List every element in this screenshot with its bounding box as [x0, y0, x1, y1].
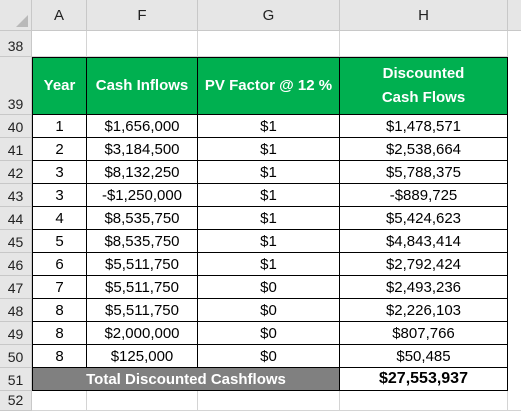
pv-factor-cell[interactable]: $1	[198, 230, 340, 253]
row-header-44[interactable]: 44	[0, 207, 32, 230]
select-all-triangle-icon	[16, 15, 28, 27]
select-all-corner[interactable]	[0, 0, 32, 31]
header-cash-inflows[interactable]: Cash Inflows	[87, 57, 198, 115]
pv-factor-cell[interactable]: $1	[198, 161, 340, 184]
column-header-g[interactable]: G	[198, 0, 340, 31]
empty-cell[interactable]	[87, 31, 198, 57]
row-header-49[interactable]: 49	[0, 322, 32, 345]
year-cell[interactable]: 8	[32, 299, 87, 322]
empty-column-strip[interactable]	[508, 31, 521, 411]
row-header-39[interactable]: 39	[0, 57, 32, 115]
row-header-48[interactable]: 48	[0, 299, 32, 322]
pv-factor-cell[interactable]: $0	[198, 299, 340, 322]
row-header-42[interactable]: 42	[0, 161, 32, 184]
empty-cell[interactable]	[340, 31, 508, 57]
cash-inflow-cell[interactable]: $1,656,000	[87, 115, 198, 138]
year-cell[interactable]: 8	[32, 322, 87, 345]
pv-factor-cell[interactable]: $0	[198, 345, 340, 368]
row-header-43[interactable]: 43	[0, 184, 32, 207]
year-cell[interactable]: 8	[32, 345, 87, 368]
total-value[interactable]: $27,553,937	[340, 368, 508, 391]
row-header-41[interactable]: 41	[0, 138, 32, 161]
year-cell[interactable]: 3	[32, 184, 87, 207]
empty-cell[interactable]	[198, 31, 340, 57]
discounted-cash-flow-cell[interactable]: $2,493,236	[340, 276, 508, 299]
year-cell[interactable]: 2	[32, 138, 87, 161]
year-cell[interactable]: 1	[32, 115, 87, 138]
cash-inflow-cell[interactable]: $5,511,750	[87, 299, 198, 322]
row-header-40[interactable]: 40	[0, 115, 32, 138]
row-header-50[interactable]: 50	[0, 345, 32, 368]
discounted-cash-flow-cell[interactable]: $1,478,571	[340, 115, 508, 138]
cash-inflow-cell[interactable]: $8,535,750	[87, 230, 198, 253]
year-cell[interactable]: 6	[32, 253, 87, 276]
pv-factor-cell[interactable]: $1	[198, 115, 340, 138]
row-header-46[interactable]: 46	[0, 253, 32, 276]
empty-cell[interactable]	[87, 391, 198, 411]
discounted-cash-flow-cell[interactable]: $2,226,103	[340, 299, 508, 322]
discounted-cash-flow-cell[interactable]: -$889,725	[340, 184, 508, 207]
cash-inflow-cell[interactable]: $8,535,750	[87, 207, 198, 230]
cash-inflow-cell[interactable]: $5,511,750	[87, 276, 198, 299]
discounted-cash-flow-cell[interactable]: $2,792,424	[340, 253, 508, 276]
pv-factor-cell[interactable]: $0	[198, 276, 340, 299]
cash-inflow-cell[interactable]: -$1,250,000	[87, 184, 198, 207]
pv-factor-cell[interactable]: $1	[198, 253, 340, 276]
empty-cell[interactable]	[32, 31, 87, 57]
cash-inflow-cell[interactable]: $5,511,750	[87, 253, 198, 276]
empty-cell[interactable]	[340, 391, 508, 411]
row-header-51[interactable]: 51	[0, 368, 32, 391]
total-label[interactable]: Total Discounted Cashflows	[32, 368, 340, 391]
year-cell[interactable]: 5	[32, 230, 87, 253]
pv-factor-cell[interactable]: $0	[198, 322, 340, 345]
empty-cell[interactable]	[32, 391, 87, 411]
year-cell[interactable]: 7	[32, 276, 87, 299]
row-header-47[interactable]: 47	[0, 276, 32, 299]
column-header-h[interactable]: H	[340, 0, 508, 31]
year-cell[interactable]: 4	[32, 207, 87, 230]
cash-inflow-cell[interactable]: $2,000,000	[87, 322, 198, 345]
pv-factor-cell[interactable]: $1	[198, 184, 340, 207]
pv-factor-cell[interactable]: $1	[198, 207, 340, 230]
header-discounted-cash-flows[interactable]: Discounted Cash Flows	[340, 57, 508, 115]
discounted-cash-flow-cell[interactable]: $5,424,623	[340, 207, 508, 230]
discounted-cash-flow-cell[interactable]: $2,538,664	[340, 138, 508, 161]
row-header-45[interactable]: 45	[0, 230, 32, 253]
column-header-f[interactable]: F	[87, 0, 198, 31]
cash-inflow-cell[interactable]: $8,132,250	[87, 161, 198, 184]
discounted-cash-flow-cell[interactable]: $807,766	[340, 322, 508, 345]
discounted-cash-flow-cell[interactable]: $4,843,414	[340, 230, 508, 253]
discounted-cash-flow-cell[interactable]: $50,485	[340, 345, 508, 368]
row-header-52[interactable]: 52	[0, 391, 32, 411]
discounted-cash-flow-cell[interactable]: $5,788,375	[340, 161, 508, 184]
row-header-38[interactable]: 38	[0, 31, 32, 57]
empty-cell[interactable]	[198, 391, 340, 411]
column-header-a[interactable]: A	[32, 0, 87, 31]
cash-inflow-cell[interactable]: $125,000	[87, 345, 198, 368]
column-header-partial[interactable]	[508, 0, 521, 31]
header-year[interactable]: Year	[32, 57, 87, 115]
header-pv-factor[interactable]: PV Factor @ 12 %	[198, 57, 340, 115]
pv-factor-cell[interactable]: $1	[198, 138, 340, 161]
cash-inflow-cell[interactable]: $3,184,500	[87, 138, 198, 161]
year-cell[interactable]: 3	[32, 161, 87, 184]
